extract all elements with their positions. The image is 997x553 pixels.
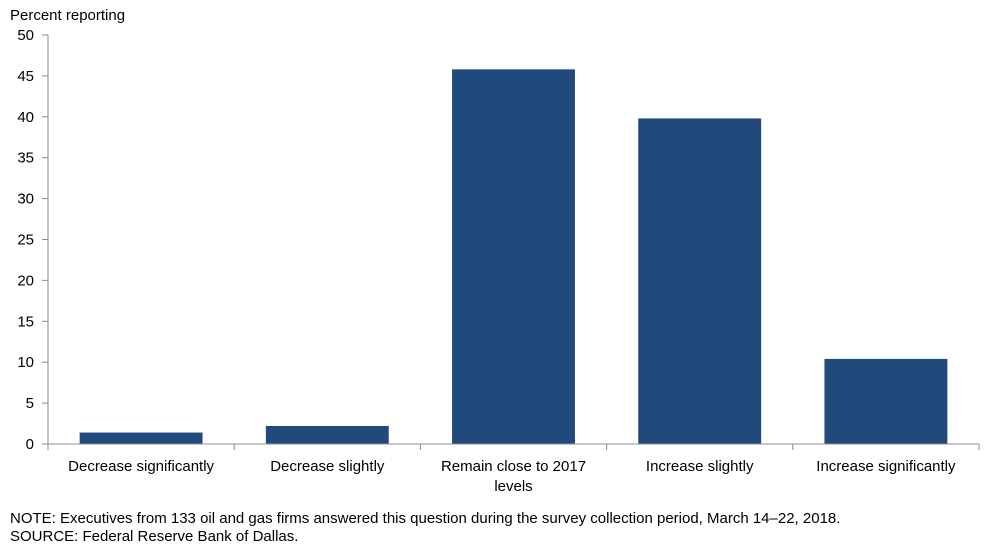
y-tick-label: 30 <box>17 191 34 208</box>
y-tick-label: 10 <box>17 354 34 371</box>
y-tick-label: 35 <box>17 150 34 167</box>
x-tick-label: Decrease significantly <box>68 458 214 475</box>
bar <box>452 69 575 444</box>
y-tick-label: 0 <box>26 436 34 453</box>
y-axis-label: Percent reporting <box>10 7 125 24</box>
bar <box>824 358 948 444</box>
bar <box>79 432 203 444</box>
bar <box>265 426 389 444</box>
y-tick-label: 15 <box>17 313 34 330</box>
y-tick-label: 50 <box>17 27 34 44</box>
x-tick-label: Remain close to 2017 levels <box>441 458 586 495</box>
y-tick-label: 40 <box>17 109 34 126</box>
y-tick-label: 45 <box>17 68 34 85</box>
y-tick-label: 5 <box>26 395 34 412</box>
footnote-note: NOTE: Executives from 133 oil and gas fi… <box>10 510 841 527</box>
x-tick-label: Decrease slightly <box>270 458 385 475</box>
bar <box>638 118 762 444</box>
bar-chart: Percent reporting 0 5 10 15 20 25 30 35 40 45 50 Dec… <box>10 7 980 495</box>
y-tick-label: 25 <box>17 232 34 249</box>
x-tick-label: Increase significantly <box>816 458 956 475</box>
footnote-source: SOURCE: Federal Reserve Bank of Dallas. <box>10 528 299 545</box>
y-tick-label: 20 <box>17 272 34 289</box>
x-tick-label: Increase slightly <box>646 458 754 475</box>
